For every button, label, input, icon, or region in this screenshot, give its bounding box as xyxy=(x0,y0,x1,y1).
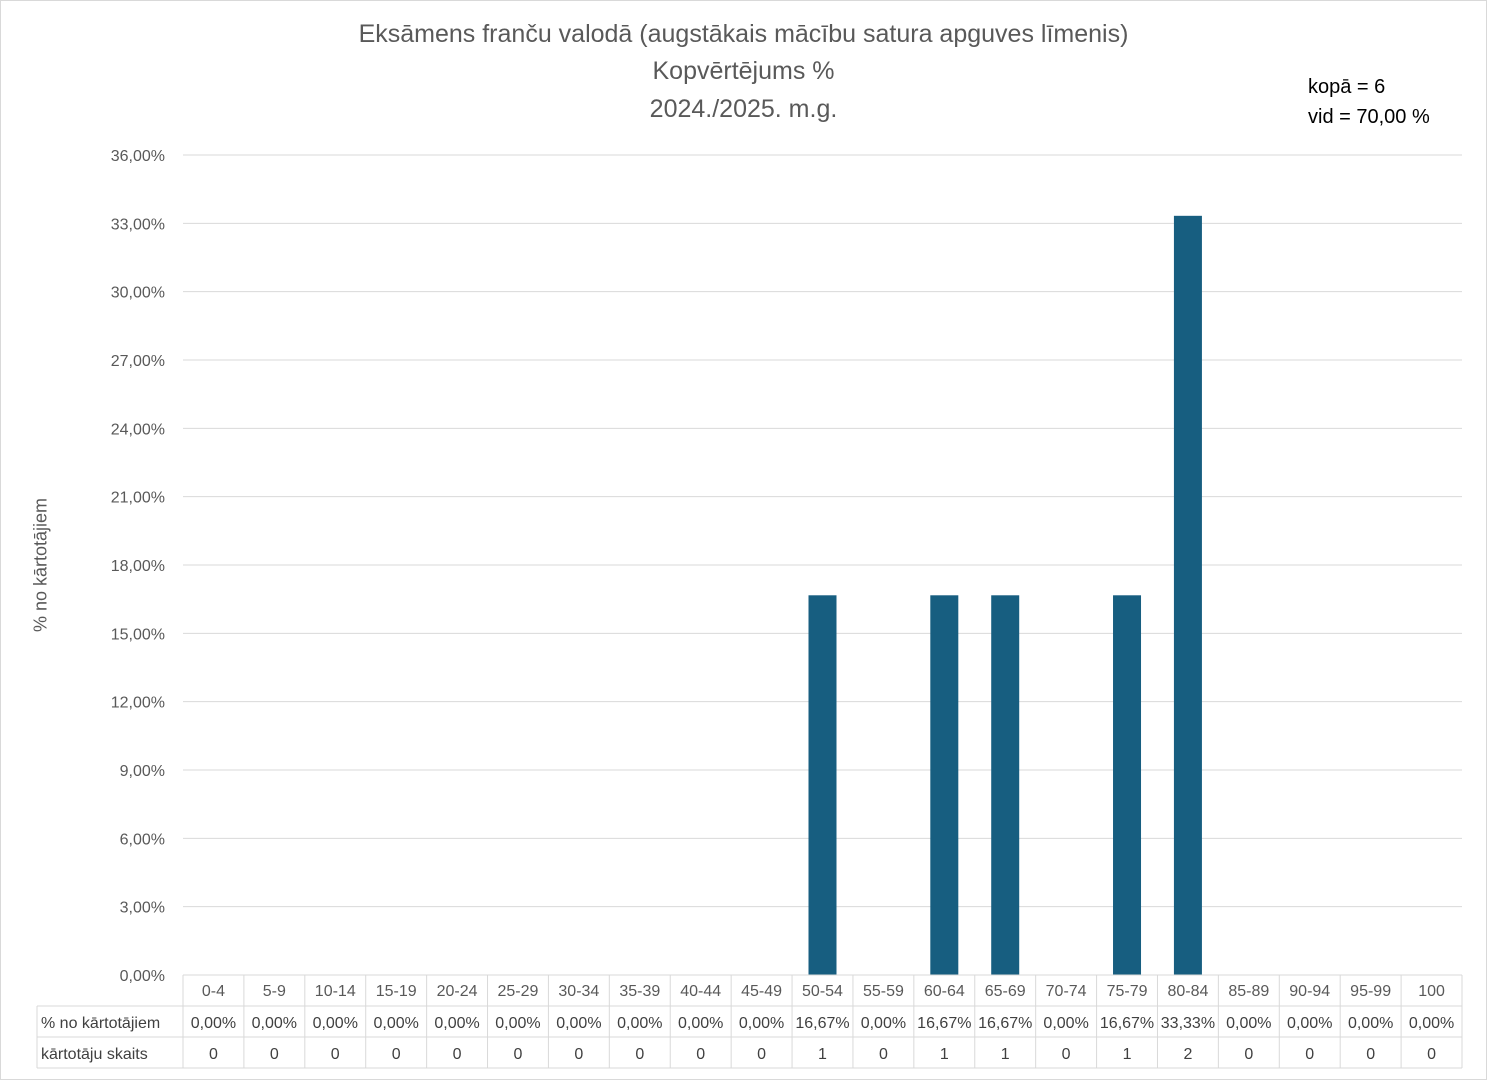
chart-school-year: 2024./2025. m.g. xyxy=(649,95,838,123)
table-cell: 0,00% xyxy=(252,1015,297,1032)
table-cell: 0 xyxy=(879,1046,888,1063)
table-cell: 2 xyxy=(1183,1046,1192,1063)
x-tick-label: 80-84 xyxy=(1167,983,1208,1000)
table-cell: 0 xyxy=(757,1046,766,1063)
y-tick-label: 6,00% xyxy=(120,831,165,848)
x-tick-label: 30-34 xyxy=(558,983,599,1000)
y-tick-label: 27,00% xyxy=(111,353,165,370)
x-tick-label: 5-9 xyxy=(263,983,286,1000)
stats-box: kopā = 6 vid = 70,00 % xyxy=(1308,72,1430,132)
table-cell: 0,00% xyxy=(861,1015,906,1032)
x-tick-label: 75-79 xyxy=(1107,983,1148,1000)
table-cell: 0 xyxy=(1305,1046,1314,1063)
x-tick-label: 100 xyxy=(1418,983,1445,1000)
x-tick-label: 50-54 xyxy=(802,983,843,1000)
table-cell: 0,00% xyxy=(495,1015,540,1032)
table-cell: 16,67% xyxy=(917,1015,971,1032)
x-tick-label: 65-69 xyxy=(985,983,1026,1000)
x-tick-label: 85-89 xyxy=(1228,983,1269,1000)
x-tick-label: 45-49 xyxy=(741,983,782,1000)
x-tick-label: 15-19 xyxy=(376,983,417,1000)
table-cell: 0 xyxy=(1427,1046,1436,1063)
y-tick-label: 12,00% xyxy=(111,695,165,712)
table-cell: 0,00% xyxy=(739,1015,784,1032)
y-tick-label: 9,00% xyxy=(120,763,165,780)
y-tick-label: 18,00% xyxy=(111,558,165,575)
chart-title: Eksāmens franču valodā (augstākais mācīb… xyxy=(358,20,1129,48)
bars xyxy=(808,215,1202,976)
chart-subtitle: Kopvērtējums % xyxy=(652,57,835,85)
table-cell: 0,00% xyxy=(556,1015,601,1032)
y-tick-label: 0,00% xyxy=(120,968,165,985)
table-cell: 1 xyxy=(1001,1046,1010,1063)
table-cell: 0 xyxy=(1244,1046,1253,1063)
table-cell: 0,00% xyxy=(678,1015,723,1032)
table-cell: 1 xyxy=(818,1046,827,1063)
table-cell: 0 xyxy=(635,1046,644,1063)
x-tick-label: 70-74 xyxy=(1046,983,1087,1000)
stats-average: vid = 70,00 % xyxy=(1308,106,1430,128)
y-tick-label: 15,00% xyxy=(111,626,165,643)
x-tick-label: 90-94 xyxy=(1289,983,1330,1000)
bar-65-69 xyxy=(991,595,1020,975)
table-cell: 0,00% xyxy=(434,1015,479,1032)
data-table: 0-4 5-9 10-14 15-19 20-24 25-29 30-34 35-39 40-4… xyxy=(36,974,1463,1069)
table-cell: 0 xyxy=(331,1046,340,1063)
bar-75-79 xyxy=(1113,595,1142,975)
table-cell: 0 xyxy=(209,1046,218,1063)
table-cell: 0,00% xyxy=(1226,1015,1271,1032)
table-cell: 0,00% xyxy=(1043,1015,1088,1032)
x-tick-label: 40-44 xyxy=(680,983,721,1000)
table-cell: 0 xyxy=(696,1046,705,1063)
x-tick-label: 95-99 xyxy=(1350,983,1391,1000)
y-tick-label: 36,00% xyxy=(111,148,165,165)
table-cell: 1 xyxy=(940,1046,949,1063)
x-tick-label: 35-39 xyxy=(619,983,660,1000)
y-tick-label: 3,00% xyxy=(120,900,165,917)
table-cell: 0 xyxy=(1062,1046,1071,1063)
bar-80-84 xyxy=(1173,215,1202,976)
x-tick-label: 60-64 xyxy=(924,983,965,1000)
table-cell: 33,33% xyxy=(1161,1015,1215,1032)
bar-50-54 xyxy=(808,595,837,975)
bar-60-64 xyxy=(930,595,959,975)
table-cell: 0 xyxy=(392,1046,401,1063)
table-cell: 0,00% xyxy=(617,1015,662,1032)
y-tick-label: 33,00% xyxy=(111,216,165,233)
x-tick-label: 25-29 xyxy=(498,983,539,1000)
table-cell: 0,00% xyxy=(313,1015,358,1032)
table-row-label: kārtotāju skaits xyxy=(41,1046,148,1063)
table-cell: 16,67% xyxy=(1100,1015,1154,1032)
table-cell: 0 xyxy=(514,1046,523,1063)
y-tick-label: 30,00% xyxy=(111,285,165,302)
table-cell: 0,00% xyxy=(1287,1015,1332,1032)
table-cell: 0,00% xyxy=(1409,1015,1454,1032)
y-tick-label: 21,00% xyxy=(111,490,165,507)
table-cell: 16,67% xyxy=(978,1015,1032,1032)
table-cell: 0,00% xyxy=(191,1015,236,1032)
table-cell: 0 xyxy=(453,1046,462,1063)
x-tick-label: 0-4 xyxy=(202,983,225,1000)
y-tick-label: 24,00% xyxy=(111,421,165,438)
x-tick-label: 10-14 xyxy=(315,983,356,1000)
table-cell: 0,00% xyxy=(1348,1015,1393,1032)
table-cell: 0 xyxy=(1366,1046,1375,1063)
table-cell: 0 xyxy=(574,1046,583,1063)
x-tick-label: 55-59 xyxy=(863,983,904,1000)
table-row-label: % no kārtotājiem xyxy=(41,1015,160,1032)
table-cell: 0,00% xyxy=(373,1015,418,1032)
stats-total: kopā = 6 xyxy=(1308,76,1386,98)
x-tick-label: 20-24 xyxy=(437,983,478,1000)
table-cell: 1 xyxy=(1123,1046,1132,1063)
table-cell: 16,67% xyxy=(795,1015,849,1032)
table-cell: 0 xyxy=(270,1046,279,1063)
y-tick-labels: 0,00% 3,00% 6,00% 9,00% 12,00% 15,00% 18,00% 21… xyxy=(111,148,165,985)
